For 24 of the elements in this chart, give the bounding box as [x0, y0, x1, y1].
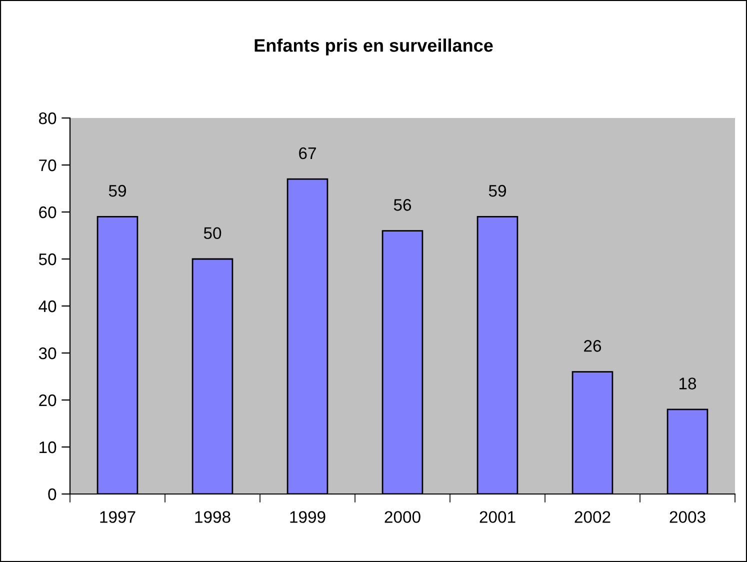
x-tick-label: 1997 — [100, 511, 136, 523]
y-tick-label: 50 — [38, 253, 56, 266]
data-label: 50 — [204, 227, 222, 240]
data-label: 56 — [394, 199, 412, 211]
y-tick-label: 0 — [48, 488, 56, 500]
y-tick-label: 70 — [39, 159, 56, 172]
x-tick-label: 2003 — [670, 511, 706, 523]
data-label: 18 — [680, 378, 696, 390]
y-tick-label: 10 — [40, 441, 56, 454]
y-tick-label: 40 — [38, 300, 56, 312]
x-tick-label: 2001 — [480, 511, 516, 523]
x-tick-label: 1999 — [290, 511, 326, 523]
chart-title: Enfants pris en surveillance — [254, 38, 493, 56]
y-tick-label: 80 — [38, 112, 56, 124]
data-label: 67 — [299, 147, 316, 160]
y-tick-label: 20 — [39, 394, 56, 406]
x-tick-label: 2000 — [384, 511, 420, 523]
data-label: 26 — [584, 340, 602, 352]
x-tick-label: 1998 — [195, 511, 230, 523]
y-tick-label: 60 — [39, 206, 56, 218]
data-label: 59 — [108, 184, 126, 197]
y-tick-label: 30 — [38, 347, 56, 360]
data-label: 59 — [488, 184, 506, 197]
x-tick-label: 2002 — [574, 511, 610, 523]
